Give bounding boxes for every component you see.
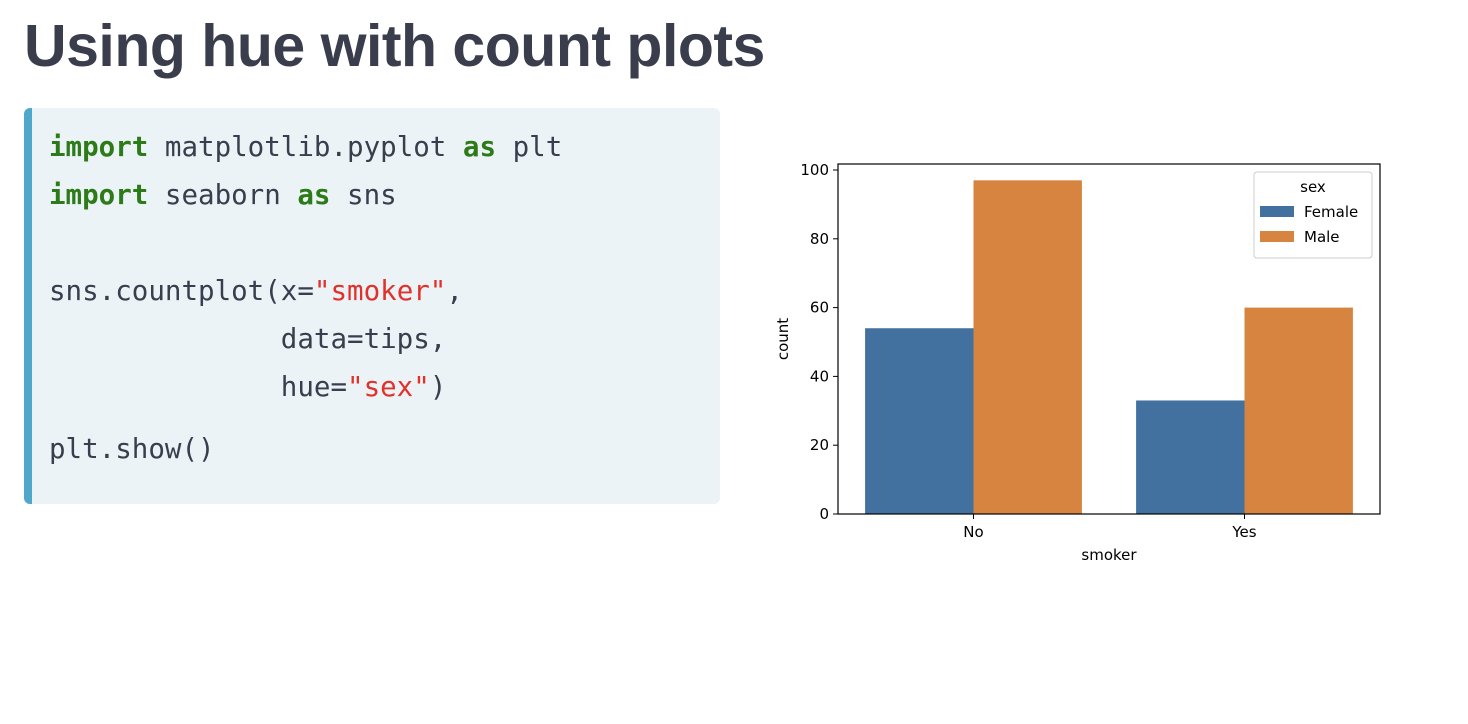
code-text: sns.countplot(x= <box>49 275 314 307</box>
code-line: data=tips, <box>49 322 447 356</box>
code-line: import seaborn as sns <box>49 178 397 212</box>
code-text: , <box>446 275 463 307</box>
code-text: seaborn <box>148 179 298 211</box>
code-keyword: as <box>462 131 497 163</box>
legend-swatch-male <box>1260 231 1294 242</box>
legend-swatch-female <box>1260 206 1294 217</box>
code-line: plt.show() <box>49 432 215 466</box>
x-tick-label: Yes <box>1231 523 1256 541</box>
code-text: plt.show() <box>49 433 215 465</box>
bar-male-yes <box>1244 307 1353 514</box>
code-block: import matplotlib.pyplot as plt import se… <box>24 108 720 504</box>
code-keyword: as <box>297 179 331 211</box>
code-text: data=tips, <box>49 323 447 355</box>
code-text: sns <box>330 179 397 211</box>
legend-entry: Female <box>1304 203 1358 221</box>
y-tick-label: 40 <box>810 367 829 385</box>
y-tick-label: 0 <box>819 505 829 523</box>
count-plot-chart: No Yes 0 20 40 60 80 100 smoker count sex Female Mal… <box>760 150 1400 570</box>
plot-frame <box>837 163 1381 515</box>
y-tick-label: 80 <box>810 230 829 248</box>
y-tick-label: 100 <box>800 161 829 179</box>
code-text: ) <box>429 371 447 403</box>
bar-male-no <box>973 180 1082 514</box>
code-line: import matplotlib.pyplot as plt <box>49 130 562 164</box>
legend-title: sex <box>1300 178 1326 196</box>
y-tick-label: 60 <box>810 299 829 317</box>
code-line: hue="sex") <box>49 370 447 404</box>
code-keyword: import <box>49 131 149 163</box>
legend-entry: Male <box>1304 228 1340 246</box>
y-axis-label: count <box>774 318 792 360</box>
x-axis-label: smoker <box>1081 546 1137 564</box>
code-keyword: import <box>49 179 149 211</box>
count-plot-svg: No Yes 0 20 40 60 80 100 smoker count sex Female Mal… <box>774 161 1381 564</box>
code-line: sns.countplot(x="smoker", <box>49 274 463 308</box>
code-text: hue= <box>49 371 348 403</box>
code-string: "sex" <box>347 371 430 403</box>
code-text: plt <box>496 131 563 163</box>
code-text: matplotlib.pyplot <box>148 131 463 163</box>
slide-title: Using hue with count plots <box>24 13 765 79</box>
y-tick-label: 20 <box>810 436 829 454</box>
bar-female-yes <box>1136 400 1245 514</box>
code-string: "smoker" <box>313 275 447 307</box>
bar-female-no <box>865 328 974 514</box>
x-tick-label: No <box>963 523 983 541</box>
